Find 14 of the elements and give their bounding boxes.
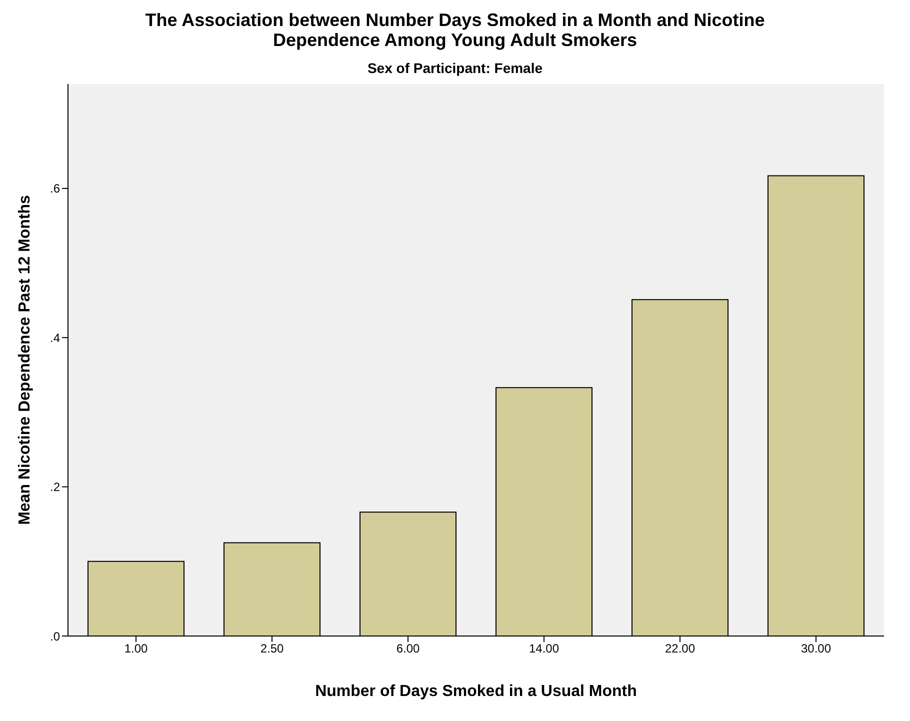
- x-tick-label: 2.50: [260, 642, 284, 656]
- y-tick-label: .4: [50, 330, 60, 345]
- y-tick-label: .0: [50, 629, 60, 644]
- y-axis-title: Mean Nicotine Dependence Past 12 Months: [16, 194, 34, 525]
- x-tick-label: 1.00: [124, 642, 148, 656]
- y-tick-label: .2: [50, 480, 60, 494]
- chart-title: The Association between Number Days Smoked in a Month and Nicotine Dependence Among Young Adult Smokers: [144, 9, 766, 50]
- chart-subtitle: Sex of Participant: Female: [366, 60, 544, 76]
- x-tick-label: 22.00: [664, 642, 696, 656]
- x-tick-label: 30.00: [800, 642, 832, 656]
- x-tick-label: 14.00: [528, 642, 560, 656]
- x-tick-label: 6.00: [396, 642, 420, 656]
- x-axis-title: Number of Days Smoked in a Usual Month: [315, 683, 637, 700]
- y-tick-label: .6: [50, 182, 60, 196]
